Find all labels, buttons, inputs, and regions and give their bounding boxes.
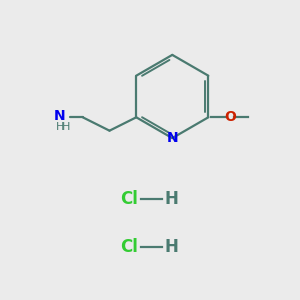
Text: H: H	[165, 238, 179, 256]
Text: H: H	[56, 122, 64, 132]
Text: N: N	[167, 131, 178, 145]
Text: O: O	[225, 110, 237, 124]
Text: N: N	[54, 110, 66, 123]
Text: Cl: Cl	[120, 238, 138, 256]
Text: Cl: Cl	[120, 190, 138, 208]
Text: H: H	[61, 122, 70, 132]
Text: H: H	[165, 190, 179, 208]
